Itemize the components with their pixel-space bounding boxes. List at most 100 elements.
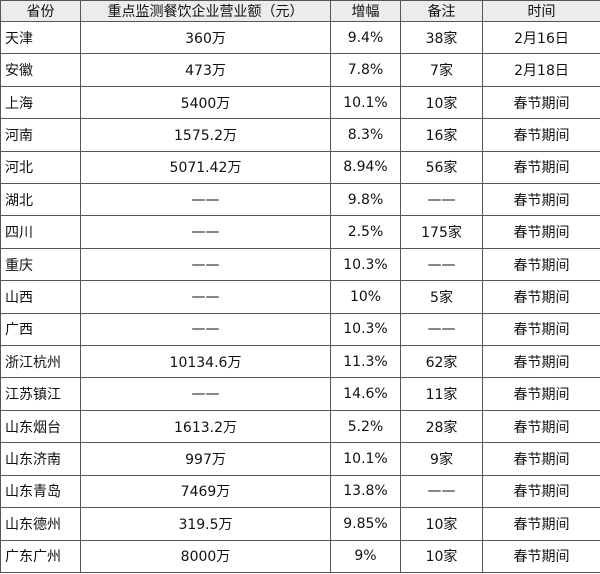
table-cell: 5071.42万 <box>80 150 331 185</box>
table-row: 浙江杭州 10134.6万 11.3% 62家 春节期间 <box>0 345 600 379</box>
table-cell: 天津 <box>0 20 81 55</box>
table-cell: 360万 <box>80 20 331 55</box>
table-cell: 175家 <box>400 215 483 249</box>
table-cell: 春节期间 <box>482 247 600 282</box>
table-row: 山西 —— 10% 5家 春节期间 <box>0 280 600 314</box>
table-cell: 9.8% <box>330 183 401 217</box>
header-cell: 备注 <box>400 0 483 22</box>
table-cell: 安徽 <box>0 53 81 87</box>
table-cell: 7.8% <box>330 53 401 87</box>
table-cell: 山东青岛 <box>0 474 81 509</box>
table-cell: 473万 <box>80 53 331 87</box>
table-cell: 5400万 <box>80 85 331 120</box>
table-cell: 10.3% <box>330 312 401 347</box>
table-cell: 11家 <box>400 377 483 411</box>
header-cell: 时间 <box>482 0 600 22</box>
table-cell: 10134.6万 <box>80 345 331 379</box>
table-cell: 997万 <box>80 442 331 476</box>
table-cell: —— <box>80 247 331 282</box>
table-row: 广西 —— 10.3% —— 春节期间 <box>0 312 600 347</box>
table-cell: —— <box>80 183 331 217</box>
table-row: 河南 1575.2万 8.3% 16家 春节期间 <box>0 118 600 152</box>
table-cell: 38家 <box>400 20 483 55</box>
table-row: 天津 360万 9.4% 38家 2月16日 <box>0 20 600 55</box>
table-row: 四川 —— 2.5% 175家 春节期间 <box>0 215 600 249</box>
table-cell: 广西 <box>0 312 81 347</box>
header-cell: 增幅 <box>330 0 401 22</box>
table-cell: 7家 <box>400 53 483 87</box>
table-row: 山东济南 997万 10.1% 9家 春节期间 <box>0 442 600 476</box>
table-cell: 11.3% <box>330 345 401 379</box>
table-cell: 9.85% <box>330 507 401 541</box>
table-cell: 2月18日 <box>482 53 600 87</box>
table-cell: —— <box>80 377 331 411</box>
table-cell: 9% <box>330 539 401 573</box>
table-cell: 2.5% <box>330 215 401 249</box>
table-cell: —— <box>400 474 483 509</box>
table-cell: —— <box>400 312 483 347</box>
table-cell: 春节期间 <box>482 345 600 379</box>
table-cell: 1613.2万 <box>80 409 331 444</box>
table-cell: 湖北 <box>0 183 81 217</box>
table-cell: 上海 <box>0 85 81 120</box>
table-row: 湖北 —— 9.8% —— 春节期间 <box>0 183 600 217</box>
table-cell: 四川 <box>0 215 81 249</box>
header-row: 省份 重点监测餐饮企业营业额（元） 增幅 备注 时间 <box>0 0 600 22</box>
table-cell: 2月16日 <box>482 20 600 55</box>
table-row: 江苏镇江 —— 14.6% 11家 春节期间 <box>0 377 600 411</box>
table-row: 上海 5400万 10.1% 10家 春节期间 <box>0 85 600 120</box>
table-cell: —— <box>400 247 483 282</box>
table-row: 河北 5071.42万 8.94% 56家 春节期间 <box>0 150 600 185</box>
table-cell: 重庆 <box>0 247 81 282</box>
table-cell: 319.5万 <box>80 507 331 541</box>
table-cell: 春节期间 <box>482 183 600 217</box>
table-row: 广东广州 8000万 9% 10家 春节期间 <box>0 539 600 573</box>
table-body: 天津 360万 9.4% 38家 2月16日 安徽 473万 7.8% 7家 2月18日 上海 540… <box>0 20 600 573</box>
table-cell: 春节期间 <box>482 409 600 444</box>
table-cell: 山东德州 <box>0 507 81 541</box>
table-cell: 浙江杭州 <box>0 345 81 379</box>
table-cell: 春节期间 <box>482 377 600 411</box>
table-cell: 28家 <box>400 409 483 444</box>
table-cell: 广东广州 <box>0 539 81 573</box>
table-cell: 16家 <box>400 118 483 152</box>
table-cell: 10% <box>330 280 401 314</box>
table-cell: 10家 <box>400 85 483 120</box>
table-cell: 8000万 <box>80 539 331 573</box>
table-row: 山东青岛 7469万 13.8% —— 春节期间 <box>0 474 600 509</box>
table-cell: 江苏镇江 <box>0 377 81 411</box>
table-row: 山东德州 319.5万 9.85% 10家 春节期间 <box>0 507 600 541</box>
table-cell: 5家 <box>400 280 483 314</box>
table-cell: 春节期间 <box>482 442 600 476</box>
table-cell: 春节期间 <box>482 85 600 120</box>
table-cell: —— <box>80 312 331 347</box>
table-cell: 8.3% <box>330 118 401 152</box>
table-cell: 10.1% <box>330 85 401 120</box>
table-cell: 山西 <box>0 280 81 314</box>
table-cell: 9.4% <box>330 20 401 55</box>
table-cell: —— <box>80 215 331 249</box>
table-cell: 春节期间 <box>482 474 600 509</box>
table-row: 重庆 —— 10.3% —— 春节期间 <box>0 247 600 282</box>
table-cell: 春节期间 <box>482 280 600 314</box>
table-cell: 9家 <box>400 442 483 476</box>
table-cell: 56家 <box>400 150 483 185</box>
table-cell: 河北 <box>0 150 81 185</box>
table-cell: 62家 <box>400 345 483 379</box>
table-cell: —— <box>400 183 483 217</box>
table-cell: 春节期间 <box>482 312 600 347</box>
table-cell: 7469万 <box>80 474 331 509</box>
table-cell: 10.3% <box>330 247 401 282</box>
table-row: 山东烟台 1613.2万 5.2% 28家 春节期间 <box>0 409 600 444</box>
table-cell: 14.6% <box>330 377 401 411</box>
table-cell: 河南 <box>0 118 81 152</box>
table-cell: 13.8% <box>330 474 401 509</box>
table-cell: 山东烟台 <box>0 409 81 444</box>
table-cell: 10家 <box>400 539 483 573</box>
table-cell: 5.2% <box>330 409 401 444</box>
table-cell: 春节期间 <box>482 539 600 573</box>
table-row: 安徽 473万 7.8% 7家 2月18日 <box>0 53 600 87</box>
table-cell: 春节期间 <box>482 215 600 249</box>
